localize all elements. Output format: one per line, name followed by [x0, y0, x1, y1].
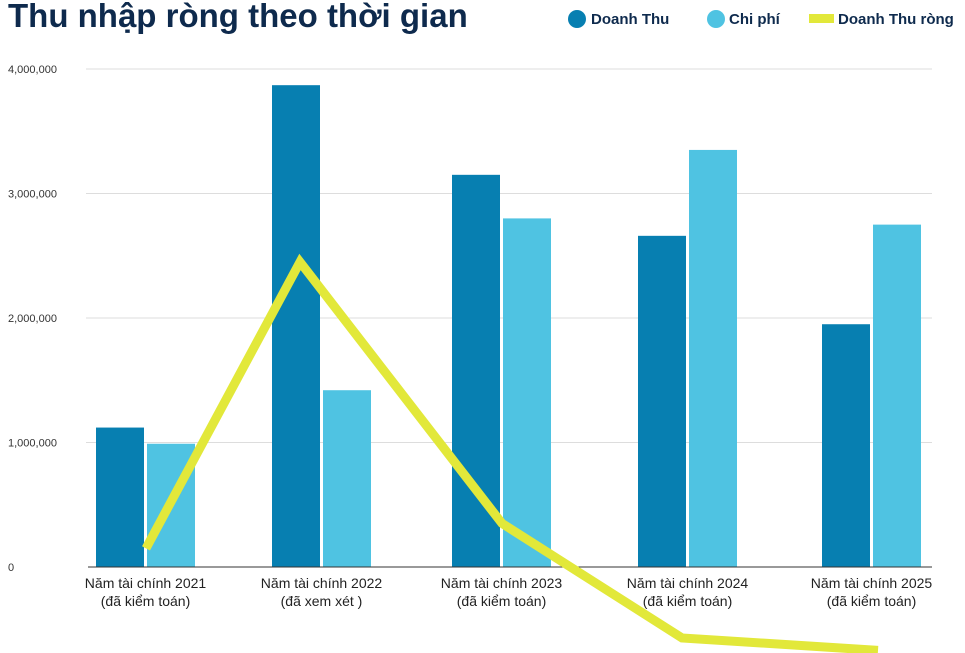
x-tick-label: Năm tài chính 2021 (đã kiểm toán): [85, 575, 207, 609]
bar-revenue: [272, 85, 320, 567]
x-tick-line: (đã kiểm toán): [643, 593, 732, 609]
net-line-layer: [142, 253, 879, 653]
x-tick-label: Năm tài chính 2023 (đã kiểm toán): [441, 575, 563, 609]
legend-swatch: [809, 14, 834, 23]
legend-revenue: Doanh Thu: [568, 10, 669, 28]
bar-expense: [503, 218, 551, 567]
bar-revenue: [822, 324, 870, 567]
x-tick-line: Năm tài chính 2022: [261, 575, 383, 591]
x-tick-label: Năm tài chính 2025 (đã kiểm toán): [811, 575, 933, 609]
chart-legend: Doanh Thu Chi phí Doanh Thu ròng: [568, 10, 954, 28]
y-tick-label: 0: [8, 562, 14, 574]
y-tick-label: 2,000,000: [8, 313, 57, 325]
bar-expense: [689, 149, 737, 568]
legend-swatch: [707, 10, 725, 28]
x-tick-line: Năm tài chính 2021: [85, 575, 207, 591]
legend-net-revenue: Doanh Thu ròng: [809, 11, 954, 28]
chart-title: Thu nhập ròng theo thời gian: [8, 0, 468, 34]
legend-expense: Chi phí: [707, 10, 781, 28]
x-tick-line: Năm tài chính 2023: [441, 575, 563, 591]
x-tick-line: (đã xem xét ): [281, 593, 363, 609]
bar-revenue: [96, 427, 144, 567]
y-tick-label: 4,000,000: [8, 64, 57, 76]
x-tick-line: Năm tài chính 2025: [811, 575, 933, 591]
bar-expense: [873, 224, 921, 567]
legend-swatch: [568, 10, 586, 28]
line-net-revenue: [142, 253, 879, 653]
y-tick-label: 1,000,000: [8, 438, 57, 450]
legend-label: Doanh Thu ròng: [838, 11, 954, 28]
legend-label: Doanh Thu: [591, 11, 669, 28]
x-tick-line: (đã kiểm toán): [827, 593, 916, 609]
x-tick-label: Năm tài chính 2024 (đã kiểm toán): [627, 575, 749, 609]
bar-revenue: [638, 235, 686, 567]
y-tick-label: 3,000,000: [8, 189, 57, 201]
x-tick-line: Năm tài chính 2024: [627, 575, 749, 591]
x-tick-line: (đã kiểm toán): [101, 593, 190, 609]
x-axis-ticks: Năm tài chính 2021 (đã kiểm toán)Năm tài …: [85, 575, 933, 609]
bar-revenue: [452, 174, 500, 567]
bar-expense: [323, 390, 371, 567]
bars: [96, 85, 921, 568]
x-tick-label: Năm tài chính 2022 (đã xem xét ): [261, 575, 383, 609]
y-axis-ticks: 0 1,000,000 2,000,000 3,000,000 4,000,000: [8, 64, 57, 574]
x-tick-line: (đã kiểm toán): [457, 593, 546, 609]
legend-label: Chi phí: [729, 11, 781, 28]
